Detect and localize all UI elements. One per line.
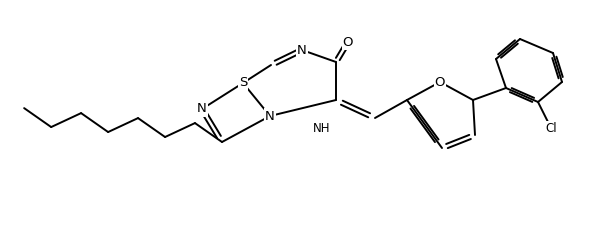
Text: N: N — [297, 43, 307, 57]
Text: NH: NH — [313, 122, 331, 134]
Text: N: N — [265, 110, 275, 122]
Text: S: S — [239, 77, 247, 90]
Text: O: O — [435, 75, 445, 89]
Text: O: O — [343, 35, 353, 49]
Text: Cl: Cl — [545, 122, 557, 134]
Text: N: N — [197, 102, 207, 115]
